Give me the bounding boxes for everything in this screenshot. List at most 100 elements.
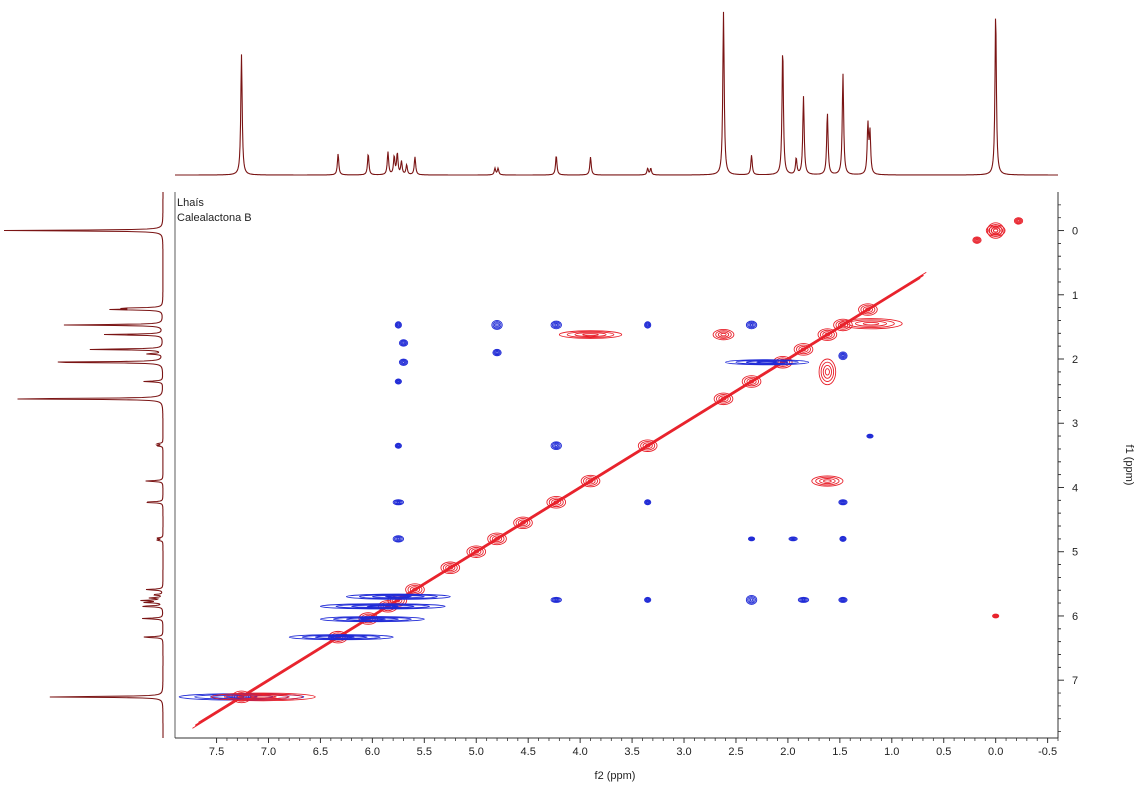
diagonal-peak-ring xyxy=(837,321,849,329)
cross-peak-negative-ring xyxy=(756,361,778,364)
cross-peak-negative-ring xyxy=(493,349,501,356)
diagonal-contour-line xyxy=(198,272,927,723)
cross-peak-negative-ring xyxy=(840,598,846,602)
left-projection xyxy=(3,192,164,738)
cross-peak-positive-ring xyxy=(1014,218,1023,224)
diagonal-peak xyxy=(713,392,734,406)
cross-peak-positive xyxy=(839,318,903,330)
diagonal-peak-ring xyxy=(988,225,1004,236)
diagonal-peak-ring xyxy=(491,535,503,543)
contour-plot-area xyxy=(174,192,1024,738)
cross-peak-negative-ring xyxy=(395,443,402,449)
cross-peak-positive-ring xyxy=(558,330,623,339)
diagonal-peak-ring xyxy=(520,520,526,525)
diagonal-peak xyxy=(580,474,601,488)
cross-peak-negative-ring xyxy=(735,359,799,365)
cross-peak-negative xyxy=(747,536,756,542)
cross-peak-positive xyxy=(986,222,1005,239)
cross-peak-positive-ring xyxy=(994,615,997,617)
cross-peak-negative-ring xyxy=(392,535,404,543)
cross-peak-positive xyxy=(558,330,623,339)
cross-peak-negative-ring xyxy=(867,434,872,438)
diagonal-peak-ring xyxy=(548,497,564,508)
cross-peak-negative-ring xyxy=(398,358,409,366)
cross-peak-negative xyxy=(491,320,503,330)
cross-peak-negative-ring xyxy=(394,321,402,329)
cross-peak-negative-ring xyxy=(551,597,561,603)
diagonal-peak-ring xyxy=(585,477,596,485)
x-tick-label: 5.0 xyxy=(469,746,484,758)
cross-peak-negative-ring xyxy=(550,320,562,330)
cross-peak-negative-ring xyxy=(401,340,407,346)
cross-peak-negative-ring xyxy=(393,536,403,542)
cross-peak-negative-ring xyxy=(492,348,502,357)
diagonal-peak xyxy=(440,561,461,575)
cross-peak-negative-ring xyxy=(209,694,274,699)
cross-peak-positive-ring xyxy=(574,332,607,337)
diagonal-peak xyxy=(793,343,814,356)
cross-peak-negative-ring xyxy=(748,536,755,541)
cross-peak-positive-ring xyxy=(712,329,735,341)
cross-peak-negative-ring xyxy=(749,598,754,602)
cross-peak-positive-ring xyxy=(992,614,999,618)
top-projection xyxy=(175,11,1058,176)
cross-peak-negative-ring xyxy=(841,537,845,540)
cross-peak-negative-ring xyxy=(644,597,651,603)
cross-peak-negative-ring xyxy=(839,499,847,505)
y-tick-label: 5 xyxy=(1072,547,1078,559)
diagonal-peak-ring xyxy=(487,532,507,546)
cross-peak-negative xyxy=(550,320,562,330)
cross-peak-negative-ring xyxy=(644,499,652,506)
cross-peak-negative-ring xyxy=(791,537,795,540)
cross-peak-negative-ring xyxy=(745,594,758,605)
x-tick-label: 4.5 xyxy=(521,746,536,758)
diagonal-peak-ring xyxy=(637,439,658,452)
cross-peak-positive-ring xyxy=(715,330,732,339)
cross-peak-positive xyxy=(972,236,982,244)
diagonal-peak-ring xyxy=(551,498,562,506)
cross-peak-negative-ring xyxy=(646,323,649,327)
diagonal-peak-ring xyxy=(587,479,594,483)
cross-peak-negative-ring xyxy=(358,594,438,600)
cross-peak-negative-ring xyxy=(384,595,412,598)
diagonal-peak-ring xyxy=(473,549,480,554)
x-tick-label: 1.5 xyxy=(832,746,847,758)
cross-peak-negative-ring xyxy=(351,604,415,609)
diagonal-peak-ring xyxy=(718,395,729,403)
diagonal-peak-ring xyxy=(466,545,487,558)
cross-peak-negative-ring xyxy=(789,536,797,541)
diagonal-peak-ring xyxy=(862,306,874,313)
cross-peak-negative-ring xyxy=(839,352,847,360)
cross-peak-negative-ring xyxy=(748,597,755,603)
diagonal-peak-ring xyxy=(231,690,252,704)
diagonal-peak-ring xyxy=(642,442,653,450)
cross-peak-negative xyxy=(838,351,848,361)
cross-peak-negative xyxy=(398,339,409,347)
diagonal-peak xyxy=(637,439,658,452)
cross-peak-negative-ring xyxy=(396,443,401,448)
diagonal-peak-ring xyxy=(234,692,249,702)
cross-peak-negative-ring xyxy=(399,359,408,366)
cross-peak-negative-ring xyxy=(725,359,810,366)
cross-peak-negative-ring xyxy=(495,323,499,327)
cross-peak-negative-ring xyxy=(327,636,355,639)
cross-peak-negative-ring xyxy=(644,322,651,328)
cross-peak-negative-ring xyxy=(644,499,651,505)
cross-peak-positive-ring xyxy=(993,228,999,233)
x-tick-label: -0.5 xyxy=(1038,746,1057,758)
cross-peak-negative-ring xyxy=(788,536,798,542)
diagonal-peak-ring xyxy=(793,343,814,356)
diagonal-peak-ring xyxy=(328,630,348,644)
diagonal-peak-ring xyxy=(517,519,529,527)
cross-peak-negative-ring xyxy=(394,442,402,449)
cross-peak-positive-ring xyxy=(822,364,832,379)
cross-peak-negative-ring xyxy=(395,379,402,384)
cross-peak-positive xyxy=(992,613,1000,619)
cross-peak-negative-ring xyxy=(493,322,501,328)
cross-peak-positive-ring xyxy=(975,238,979,242)
cross-peak-negative-ring xyxy=(750,537,753,540)
cross-peak-negative-ring xyxy=(393,499,403,505)
cross-peak-negative xyxy=(319,616,425,623)
diagonal-peak-ring xyxy=(741,375,762,388)
x-tick-label: 4.0 xyxy=(572,746,587,758)
